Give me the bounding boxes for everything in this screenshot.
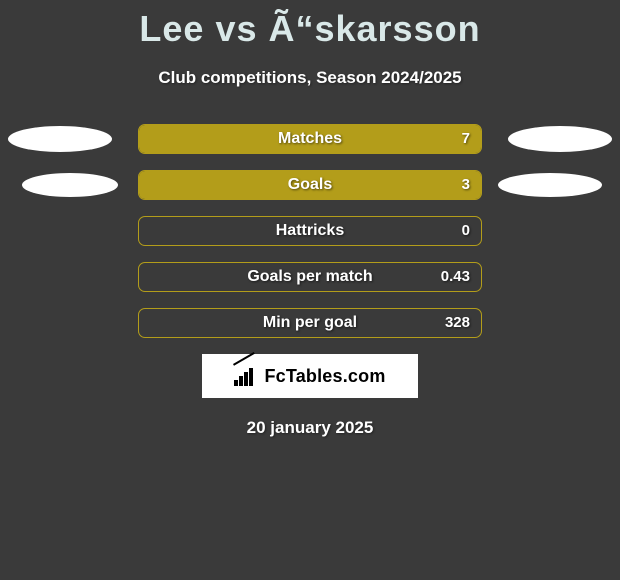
- subtitle: Club competitions, Season 2024/2025: [0, 68, 620, 88]
- page-title: Lee vs Ã“skarsson: [0, 0, 620, 50]
- date-text: 20 january 2025: [0, 418, 620, 438]
- stat-row: Goals per match0.43: [0, 262, 620, 292]
- stat-bar-fill: [139, 171, 481, 199]
- stat-row: Hattricks0: [0, 216, 620, 246]
- stat-row: Min per goal328: [0, 308, 620, 338]
- stat-bar-fill: [139, 125, 481, 153]
- bar-chart-icon: [234, 366, 258, 386]
- player-left-ellipse: [22, 173, 118, 197]
- stat-rows: Matches7 Goals3 Hattricks0 Goals per match0…: [0, 124, 620, 338]
- stat-bar: [138, 170, 482, 200]
- stat-bar: [138, 124, 482, 154]
- player-left-ellipse: [8, 126, 112, 152]
- stat-row: Goals3: [0, 170, 620, 200]
- player-right-ellipse: [498, 173, 602, 197]
- stat-bar: [138, 262, 482, 292]
- player-right-ellipse: [508, 126, 612, 152]
- brand-box: FcTables.com: [202, 354, 418, 398]
- stat-bar: [138, 216, 482, 246]
- brand-text: FcTables.com: [264, 366, 385, 387]
- stat-row: Matches7: [0, 124, 620, 154]
- stat-bar: [138, 308, 482, 338]
